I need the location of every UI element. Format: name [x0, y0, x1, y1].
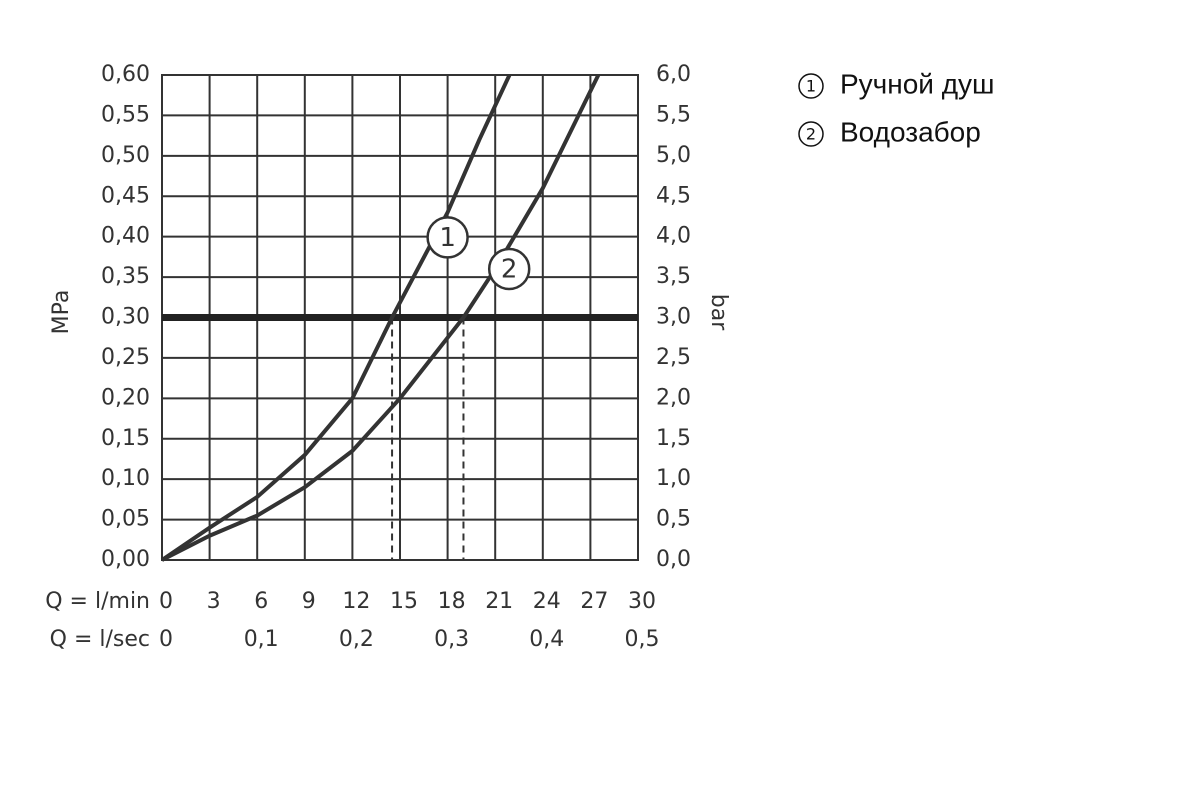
legend-marker [798, 73, 824, 99]
y-tick-label: 0,20 [101, 385, 150, 410]
y-tick-label: 0,50 [101, 143, 150, 168]
y2-tick-label: 2,0 [656, 385, 691, 410]
y-tick-label: 0,60 [101, 62, 150, 87]
x-axis-label: Q = l/min [45, 589, 150, 614]
curve [161, 74, 601, 562]
curve-label-circle [426, 216, 469, 259]
y2-tick-label: 3,0 [656, 305, 691, 330]
y2-tick-label: 0,5 [656, 507, 691, 532]
curve-label: 1 [439, 223, 456, 253]
x-tick-label: 18 [438, 589, 466, 614]
y2-tick-label: 2,5 [656, 345, 691, 370]
x2-tick-label: 0,1 [244, 627, 279, 652]
x-tick-label: 21 [485, 589, 513, 614]
y-tick-label: 0,25 [101, 345, 150, 370]
legend-label: Ручной душ [840, 68, 995, 99]
x2-tick-label: 0,4 [529, 627, 564, 652]
y-tick-label: 0,55 [101, 102, 150, 127]
y2-tick-label: 5,5 [656, 102, 691, 127]
y-tick-label: 0,05 [101, 507, 150, 532]
y2-tick-label: 4,5 [656, 183, 691, 208]
y-tick-label: 0,40 [101, 224, 150, 249]
curve-label-circle [487, 247, 531, 291]
x-tick-label: 30 [628, 589, 656, 614]
x-tick-label: 15 [390, 589, 418, 614]
y-tick-label: 0,35 [101, 264, 150, 289]
legend-marker [798, 121, 824, 147]
y2-tick-label: 0,0 [656, 547, 691, 572]
y-tick-label: 0,10 [101, 466, 150, 491]
curve-label: 2 [501, 255, 518, 285]
x-tick-label: 27 [580, 589, 608, 614]
x-tick-label: 12 [342, 589, 370, 614]
x2-tick-label: 0 [159, 627, 173, 652]
x2-tick-label: 0,5 [625, 627, 660, 652]
y2-tick-label: 5,0 [656, 143, 691, 168]
y2-tick-label: 3,5 [656, 264, 691, 289]
y2-tick-label: 6,0 [656, 62, 691, 87]
x-tick-label: 9 [302, 589, 316, 614]
x2-axis-label: Q = l/sec [50, 627, 150, 652]
x-tick-label: 0 [159, 589, 173, 614]
x2-tick-label: 0,3 [434, 627, 469, 652]
y-tick-label: 0,45 [101, 183, 150, 208]
y2-axis-label: bar [706, 294, 731, 331]
y-tick-label: 0,15 [101, 426, 150, 451]
y-axis-label: MPa [49, 290, 74, 335]
legend-marker-label: 1 [806, 77, 816, 96]
x-tick-label: 6 [254, 589, 268, 614]
y-tick-label: 0,30 [101, 305, 150, 330]
x2-tick-label: 0,2 [339, 627, 374, 652]
curve [160, 74, 512, 562]
legend-marker-label: 2 [806, 125, 816, 144]
y-tick-label: 0,00 [101, 547, 150, 572]
legend-label: Водозабор [840, 116, 981, 147]
x-tick-label: 3 [207, 589, 221, 614]
y2-tick-label: 4,0 [656, 224, 691, 249]
y2-tick-label: 1,5 [656, 426, 691, 451]
y2-tick-label: 1,0 [656, 466, 691, 491]
x-tick-label: 24 [533, 589, 561, 614]
